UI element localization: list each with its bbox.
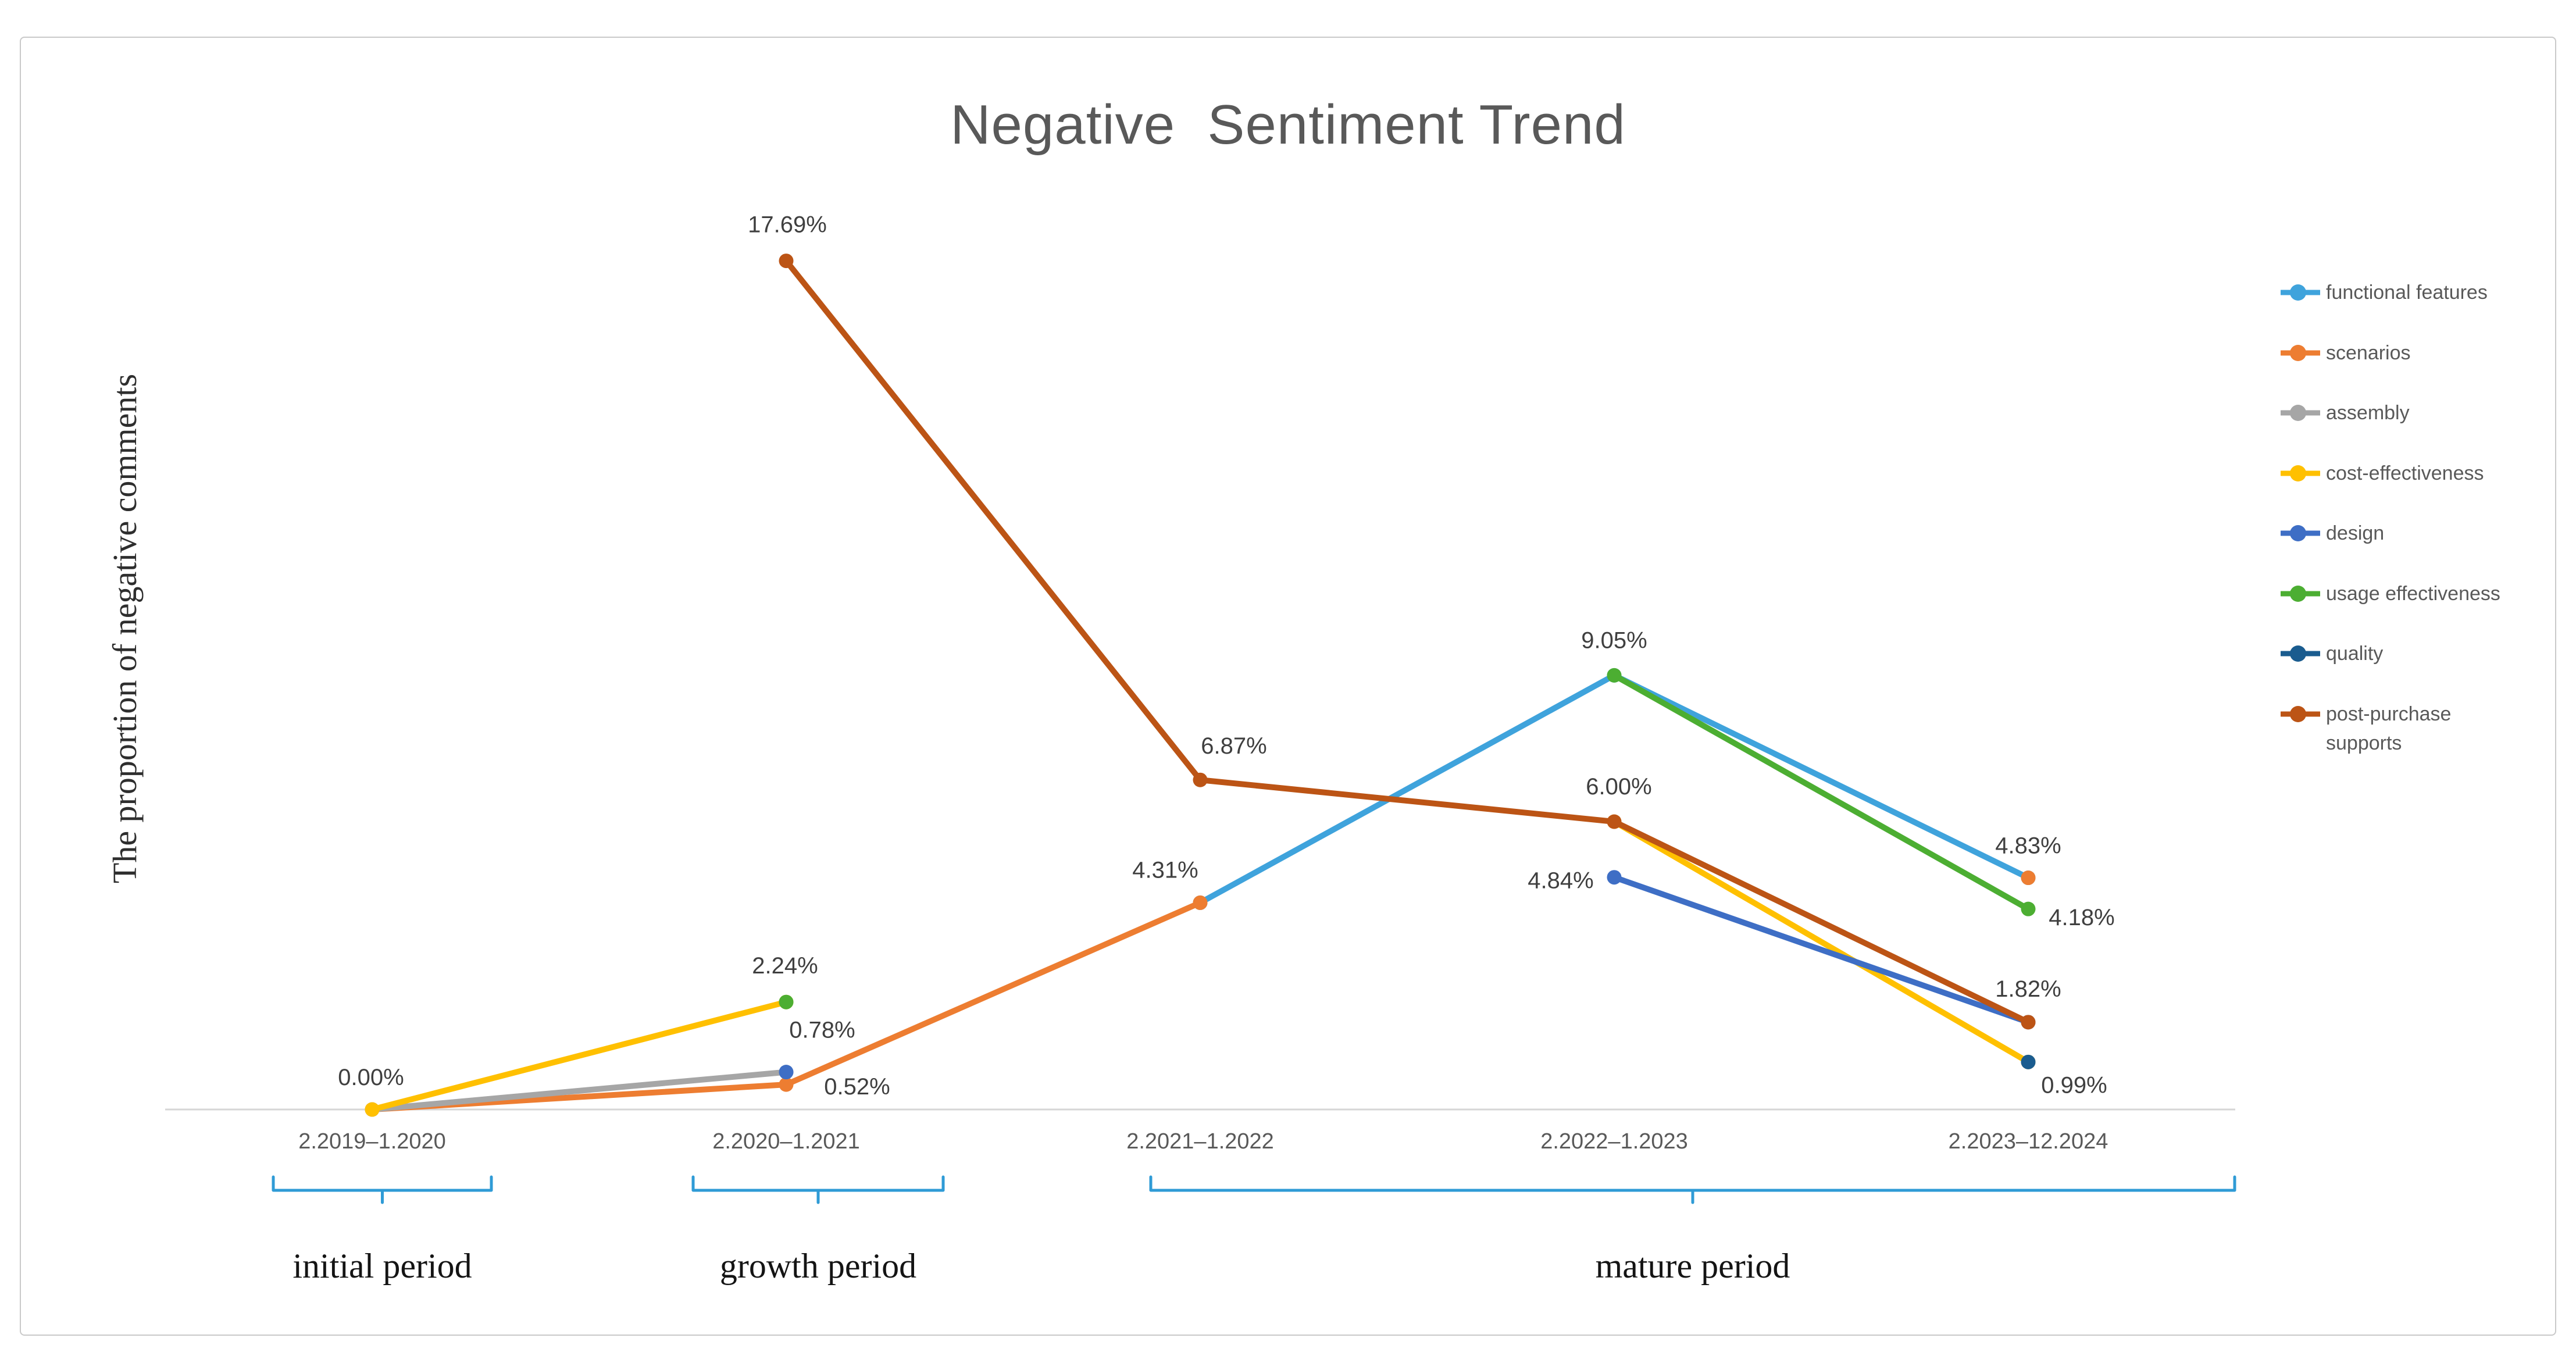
legend-label: usage effectiveness (2326, 582, 2500, 605)
series-cost-effectiveness (365, 814, 2036, 1117)
x-axis-label: 2.2021–1.2022 (1126, 1129, 1274, 1154)
legend-item-assembly: assembly (2281, 398, 2410, 427)
x-axis-label: 2.2022–1.2023 (1540, 1129, 1688, 1154)
legend-marker-icon (2281, 705, 2320, 722)
data-point-scenarios (2021, 870, 2036, 886)
chart-border (20, 37, 2556, 1336)
data-label-post-purchase-supports: 6.87% (1201, 733, 1266, 759)
data-label-design: 4.84% (1528, 868, 1593, 894)
data-point-scenarios (1193, 895, 1208, 910)
data-point-cost-effectiveness (365, 1102, 380, 1117)
period-label-initial-period: initial period (292, 1247, 472, 1285)
series-usage-effectiveness (779, 668, 2036, 1009)
period-label-mature-period: mature period (1596, 1247, 1790, 1285)
data-label-scenarios: 4.83% (1995, 833, 2061, 859)
series-segment-post-purchase-supports (1611, 819, 2031, 1025)
data-label-post-purchase-supports: 17.69% (748, 212, 827, 238)
data-point-post-purchase-supports (779, 254, 794, 269)
data-point-post-purchase-supports (2021, 1015, 2036, 1030)
data-point-quality (2021, 1054, 2036, 1069)
legend-marker-icon (2281, 645, 2320, 662)
x-axis-label: 2.2019–1.2020 (298, 1129, 446, 1154)
legend-label: cost-effectiveness (2326, 462, 2484, 484)
legend-item-usage-effectiveness: usage effectiveness (2281, 579, 2500, 608)
legend-marker-icon (2281, 585, 2320, 602)
data-label-design: 0.78% (789, 1018, 855, 1043)
data-point-usage-effectiveness (1607, 668, 1622, 683)
legend-item-scenarios: scenarios (2281, 338, 2411, 368)
series-segment-cost-effectiveness (1611, 819, 2031, 1065)
data-label-usage-effectiveness: 4.18% (2049, 905, 2114, 930)
period-brace-initial-period (272, 1175, 493, 1192)
series-segment-usage-effectiveness (1611, 672, 2031, 912)
data-point-usage-effectiveness (2021, 901, 2036, 916)
period-brace-mature-period (1149, 1175, 2236, 1192)
legend-item-design: design (2281, 519, 2384, 548)
series-segment-functional-features (1197, 672, 1617, 906)
data-label-cost-effectiveness: 0.00% (338, 1065, 404, 1090)
series-segment-cost-effectiveness (369, 999, 789, 1112)
data-point-scenarios (779, 1077, 794, 1092)
data-label-quality: 0.99% (2041, 1072, 2107, 1098)
legend-label: functional features (2326, 281, 2488, 304)
data-point-design (1607, 870, 1622, 885)
series-segment-functional-features (1611, 672, 2031, 881)
legend-marker-icon (2281, 405, 2320, 421)
legend-item-functional-features: functional features (2281, 278, 2488, 307)
data-label-scenarios: 4.31% (1132, 857, 1198, 883)
period-label-growth-period: growth period (720, 1247, 916, 1285)
legend-marker-icon (2281, 525, 2320, 541)
legend-label: post-purchase supports (2326, 702, 2452, 754)
legend-marker-icon (2281, 344, 2320, 361)
x-axis-label: 2.2020–1.2021 (712, 1129, 860, 1154)
legend-marker-icon (2281, 465, 2320, 481)
data-label-post-purchase-supports: 1.82% (1995, 976, 2061, 1002)
data-point-design (779, 1065, 794, 1080)
data-point-post-purchase-supports (1193, 772, 1208, 787)
data-label-scenarios: 0.52% (824, 1074, 890, 1100)
legend-item-post-purchase-supports: post-purchase supports (2281, 700, 2518, 758)
series-post-purchase-supports (779, 254, 2036, 1030)
data-point-post-purchase-supports (1607, 814, 1622, 829)
legend-marker-icon (2281, 284, 2320, 301)
legend-label: scenarios (2326, 341, 2411, 364)
chart-title: Negative Sentiment Trend (950, 94, 1626, 156)
legend-label: quality (2326, 643, 2384, 665)
series-segment-post-purchase-supports (1197, 777, 1617, 825)
series-quality (2021, 1054, 2036, 1069)
period-brace-growth-period (691, 1175, 945, 1192)
x-axis-label: 2.2023–12.2024 (1949, 1129, 2108, 1154)
series-segment-scenarios (783, 900, 1203, 1088)
legend-item-quality: quality (2281, 639, 2383, 668)
series-segment-assembly (369, 1069, 789, 1112)
series-design (779, 870, 2036, 1080)
legend-label: assembly (2326, 402, 2410, 424)
data-label-cost-effectiveness: 2.24% (752, 953, 818, 979)
legend-item-cost-effectiveness: cost-effectiveness (2281, 459, 2484, 488)
series-segment-design (1611, 874, 2031, 1025)
legend-label: design (2326, 522, 2385, 544)
data-label-post-purchase-supports: 6.00% (1586, 774, 1651, 800)
data-label-usage-effectiveness: 9.05% (1581, 627, 1647, 653)
data-point-usage-effectiveness (779, 994, 794, 1009)
series-segment-post-purchase-supports (783, 258, 1203, 783)
